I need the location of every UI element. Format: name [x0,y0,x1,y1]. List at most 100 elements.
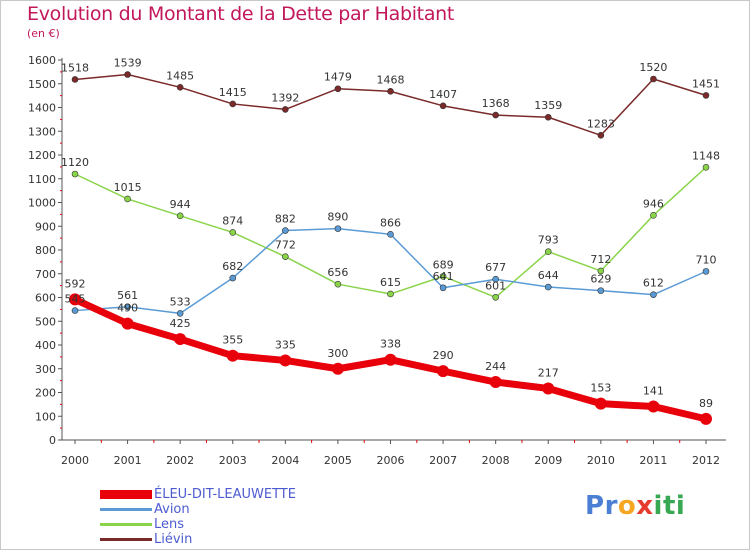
logo-letter: i [675,491,686,521]
data-label: 244 [485,360,506,373]
data-point [384,353,397,366]
logo-letter: t [662,491,676,521]
data-point [489,376,502,389]
data-point [331,362,344,375]
data-label: 1539 [114,56,142,69]
y-tick-label: 1200 [28,149,56,162]
x-tick-label: 2003 [219,454,247,467]
x-tick-label: 2012 [692,454,720,467]
data-point [544,113,552,121]
x-tick-label: 2009 [534,454,562,467]
data-label: 300 [327,347,348,360]
data-label: 612 [643,277,664,290]
data-point [229,229,237,236]
data-label: 141 [643,385,664,398]
y-tick-label: 300 [35,363,56,376]
data-label: 89 [699,397,713,410]
x-tick-label: 2010 [587,454,615,467]
data-point [282,253,289,260]
data-label: 946 [643,197,664,210]
data-point [387,290,394,298]
data-label: 1283 [587,117,615,130]
data-label: 677 [485,261,506,274]
x-tick-label: 2000 [61,454,89,467]
y-tick-label: 800 [35,244,56,257]
data-label: 601 [485,279,506,292]
legend-swatch [100,538,152,541]
x-tick-label: 2002 [166,454,194,467]
data-point [124,195,131,203]
data-label: 1407 [429,88,457,101]
data-point [597,267,605,275]
data-point [124,71,131,78]
data-label: 338 [380,338,401,351]
data-point [439,273,447,280]
x-tick-label: 2008 [482,454,510,467]
data-label: 1015 [114,181,142,194]
data-point [387,88,394,95]
data-point [492,275,499,283]
data-label: 866 [380,216,401,229]
legend-label: Lens [154,517,185,532]
data-label: 1520 [639,61,667,74]
data-label: 561 [117,289,138,302]
data-point [71,76,79,83]
data-label: 793 [538,234,559,247]
legend-label: Liévin [154,532,193,547]
data-point [282,106,289,113]
data-label: 712 [590,253,611,266]
data-point [439,284,447,292]
data-point [387,231,394,238]
y-tick-label: 1600 [28,54,56,67]
data-label: 545 [65,293,86,306]
y-tick-label: 1400 [28,102,56,115]
data-label: 641 [433,270,454,283]
legend-swatch [100,490,152,499]
data-label: 682 [222,260,243,273]
data-label: 1368 [482,97,510,110]
y-tick-label: 1000 [28,197,56,210]
data-point [282,227,289,234]
data-label: 689 [433,258,454,271]
data-label: 217 [538,366,559,379]
logo-letter: o [617,491,637,521]
data-label: 890 [327,211,348,224]
y-tick-label: 900 [35,220,56,233]
y-tick-label: 1100 [28,173,56,186]
legend-label: Avion [154,502,190,517]
data-point [124,303,131,311]
data-point [542,382,555,395]
data-point [71,307,79,314]
data-point [650,75,657,83]
proxiti-logo: Proxiti [585,491,685,521]
data-point [174,333,187,346]
data-point [650,212,657,219]
data-point [176,212,184,220]
data-label: 490 [117,302,138,315]
data-label: 644 [538,269,559,282]
data-label: 1415 [219,86,247,99]
x-tick-label: 2005 [324,454,352,467]
data-point [597,131,605,139]
data-point [334,85,342,93]
data-label: 772 [275,239,296,252]
x-tick-label: 2011 [639,454,667,467]
y-tick-label: 200 [35,387,56,400]
data-label: 629 [590,273,611,286]
data-point [544,283,552,291]
data-point [544,248,552,255]
data-point [226,349,239,362]
data-label: 656 [327,266,348,279]
chart-title: Evolution du Montant de la Dette par Hab… [27,3,455,25]
data-label: 874 [222,214,243,227]
y-tick-label: 500 [35,315,56,328]
legend-label: ÉLEU-DIT-LEAUWETTE [154,487,296,502]
data-point [334,225,342,232]
data-label: 1479 [324,71,352,84]
logo-letter: r [604,491,618,521]
legend-swatch [100,508,152,511]
y-tick-label: 100 [35,410,56,423]
data-point [700,412,712,425]
